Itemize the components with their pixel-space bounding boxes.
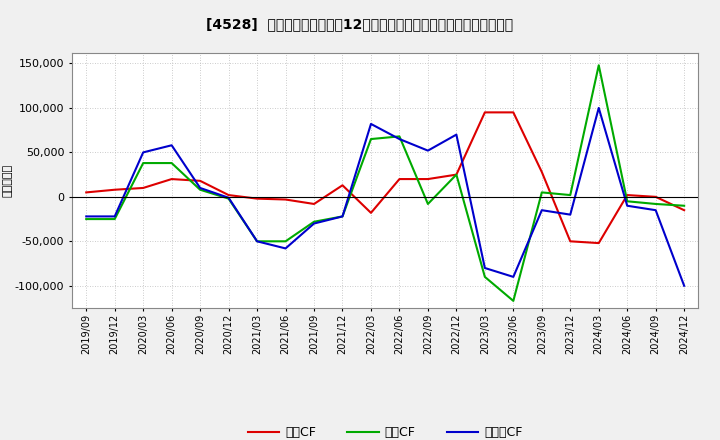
フリーCF <box>566 212 575 217</box>
投資CF <box>167 161 176 166</box>
フリーCF <box>452 132 461 137</box>
営業CF <box>196 178 204 183</box>
投資CF <box>452 172 461 177</box>
営業CF <box>652 194 660 199</box>
営業CF <box>167 176 176 182</box>
営業CF <box>366 210 375 216</box>
投資CF <box>310 219 318 224</box>
営業CF <box>423 176 432 182</box>
フリーCF <box>623 203 631 209</box>
投資CF <box>196 187 204 192</box>
営業CF <box>338 183 347 188</box>
フリーCF <box>423 148 432 153</box>
投資CF <box>509 298 518 304</box>
営業CF <box>680 208 688 213</box>
フリーCF <box>537 208 546 213</box>
投資CF <box>282 238 290 244</box>
営業CF <box>282 197 290 202</box>
営業CF <box>566 238 575 244</box>
投資CF <box>395 134 404 139</box>
営業CF <box>225 192 233 198</box>
営業CF <box>595 240 603 246</box>
投資CF <box>82 216 91 222</box>
投資CF <box>110 216 119 222</box>
フリーCF <box>167 143 176 148</box>
フリーCF <box>652 208 660 213</box>
Line: 営業CF: 営業CF <box>86 112 684 243</box>
フリーCF <box>282 246 290 251</box>
フリーCF <box>366 121 375 127</box>
Y-axis label: （百万円）: （百万円） <box>2 164 12 197</box>
Text: [4528]  キャッシュフローの12か月移動合計の対前年同期増減額の推移: [4528] キャッシュフローの12か月移動合計の対前年同期増減額の推移 <box>207 18 513 32</box>
フリーCF <box>395 136 404 142</box>
フリーCF <box>595 105 603 110</box>
投資CF <box>623 198 631 204</box>
投資CF <box>566 192 575 198</box>
投資CF <box>225 196 233 201</box>
投資CF <box>595 62 603 68</box>
営業CF <box>623 192 631 198</box>
投資CF <box>480 274 489 279</box>
営業CF <box>139 185 148 191</box>
Line: 投資CF: 投資CF <box>86 65 684 301</box>
投資CF <box>652 202 660 207</box>
フリーCF <box>253 238 261 244</box>
投資CF <box>139 161 148 166</box>
投資CF <box>680 203 688 209</box>
投資CF <box>537 190 546 195</box>
フリーCF <box>680 283 688 288</box>
営業CF <box>395 176 404 182</box>
営業CF <box>480 110 489 115</box>
営業CF <box>452 172 461 177</box>
フリーCF <box>509 274 518 279</box>
投資CF <box>423 202 432 207</box>
フリーCF <box>139 150 148 155</box>
フリーCF <box>82 214 91 219</box>
投資CF <box>253 238 261 244</box>
営業CF <box>110 187 119 192</box>
営業CF <box>253 196 261 201</box>
フリーCF <box>225 195 233 200</box>
Line: フリーCF: フリーCF <box>86 108 684 286</box>
投資CF <box>338 214 347 219</box>
営業CF <box>310 202 318 207</box>
Legend: 営業CF, 投資CF, フリーCF: 営業CF, 投資CF, フリーCF <box>243 422 528 440</box>
フリーCF <box>310 221 318 226</box>
営業CF <box>82 190 91 195</box>
営業CF <box>537 169 546 175</box>
フリーCF <box>110 214 119 219</box>
フリーCF <box>338 214 347 219</box>
投資CF <box>366 136 375 142</box>
営業CF <box>509 110 518 115</box>
フリーCF <box>196 185 204 191</box>
フリーCF <box>480 265 489 271</box>
